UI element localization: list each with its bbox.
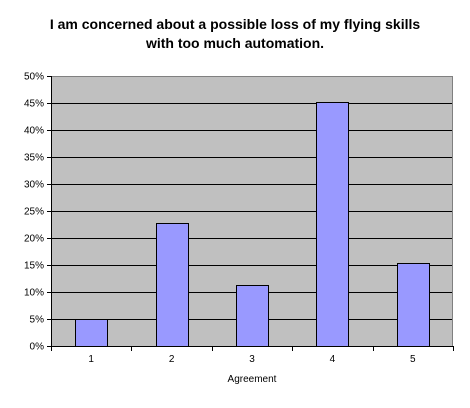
x-tick-label: 5 <box>410 354 416 365</box>
x-tick-labels: 1 2 3 4 5 <box>88 354 416 365</box>
axes <box>47 76 454 351</box>
x-tick-label: 2 <box>169 354 175 365</box>
y-tick-label: 20% <box>24 234 44 245</box>
y-tick-label: 10% <box>24 288 44 299</box>
chart-title: I am concerned about a possible loss of … <box>0 15 470 53</box>
y-tick-label: 30% <box>24 180 44 191</box>
bar-4 <box>316 102 349 347</box>
bar-1 <box>75 319 108 347</box>
y-tick-label: 45% <box>24 99 44 110</box>
x-tick-label: 3 <box>249 354 255 365</box>
y-tick-label: 0% <box>30 342 45 353</box>
bar-5 <box>397 263 430 347</box>
y-tick-label: 40% <box>24 126 44 137</box>
x-tick-label: 4 <box>330 354 336 365</box>
gridlines <box>51 76 453 320</box>
y-tick-label: 35% <box>24 153 44 164</box>
y-tick-labels: 0% 5% 10% 15% 20% 25% 30% 35% 40% 45% 50% <box>24 72 44 353</box>
y-tick-label: 5% <box>30 315 45 326</box>
y-tick-label: 15% <box>24 261 44 272</box>
chart-title-line-1: I am concerned about a possible loss of … <box>49 16 421 32</box>
bars <box>75 102 430 347</box>
chart-title-line-2: with too much automation. <box>145 35 325 51</box>
x-tick-label: 1 <box>88 354 94 365</box>
bar-2 <box>156 223 189 347</box>
y-tick-label: 25% <box>24 207 44 218</box>
x-axis-label: Agreement <box>228 374 277 385</box>
y-tick-label: 50% <box>24 72 44 83</box>
bar-3 <box>236 285 269 347</box>
